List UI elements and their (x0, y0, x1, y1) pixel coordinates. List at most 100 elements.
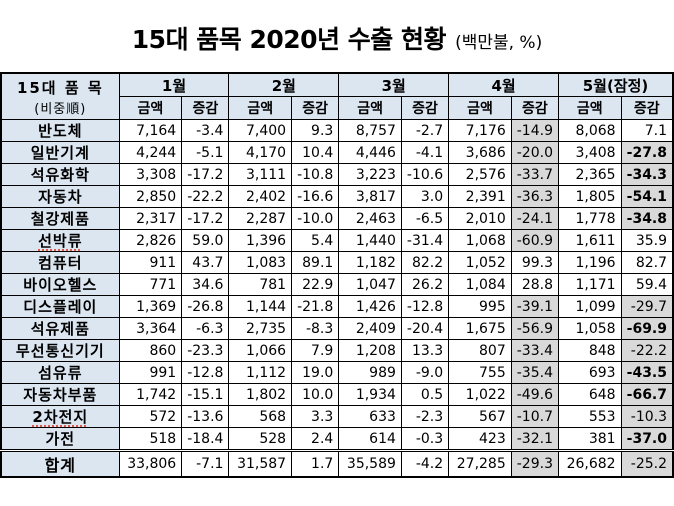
corner-header-line1: 15대 품 목 (16, 78, 104, 97)
amount-cell: 1,802 (228, 383, 293, 406)
change-cell: 10.4 (291, 141, 340, 164)
change-cell: -66.7 (620, 383, 674, 406)
amount-cell: 1,047 (338, 273, 402, 296)
table-row: 반도체 7,164 -3.4 7,400 9.3 8,757 -2.7 7,176 -14.9 8… (0, 119, 674, 142)
amount-cell: 8,068 (557, 119, 622, 142)
amount-cell: 2,409 (338, 317, 402, 340)
change-cell: -3.4 (181, 119, 230, 142)
amount-cell: 2,365 (557, 163, 622, 186)
amount-cell: 989 (338, 361, 402, 384)
amount-cell: 995 (448, 295, 512, 318)
change-header: 증감 (620, 96, 674, 120)
amount-cell: 8,757 (338, 119, 402, 142)
amount-header: 금액 (118, 96, 183, 120)
change-cell: -10.7 (510, 405, 559, 428)
change-cell: 82.7 (620, 251, 674, 274)
change-cell: -20.0 (510, 141, 559, 164)
amount-cell: 31,587 (228, 449, 293, 478)
table-row: 석유제품 3,364 -6.3 2,735 -8.3 2,409 -20.4 1,675 -56… (0, 317, 674, 340)
change-cell: -12.8 (400, 295, 450, 318)
amount-cell: 1,805 (557, 185, 622, 208)
table-row: 선박류 2,826 59.0 1,396 5.4 1,440 -31.4 1,068 -60.9… (0, 229, 674, 252)
amount-cell: 1,742 (118, 383, 183, 406)
amount-cell: 4,446 (338, 141, 402, 164)
change-cell: 34.6 (181, 273, 230, 296)
table-body: 반도체 7,164 -3.4 7,400 9.3 8,757 -2.7 7,176 -14.9 8… (0, 119, 674, 478)
amount-cell: 1,196 (557, 251, 622, 274)
item-label: 섬유류 (0, 361, 120, 384)
change-header: 증감 (181, 96, 230, 120)
change-cell: -39.1 (510, 295, 559, 318)
table-row: 무선통신기기 860 -23.3 1,066 7.9 1,208 13.3 807 -33.4 8… (0, 339, 674, 362)
change-cell: -34.3 (620, 163, 674, 186)
amount-cell: 911 (118, 251, 183, 274)
amount-cell: 2,826 (118, 229, 183, 252)
table-row: 컴퓨터 911 43.7 1,083 89.1 1,182 82.2 1,052 99.3 1,1… (0, 251, 674, 274)
amount-cell: 33,806 (118, 449, 183, 478)
amount-cell: 1,144 (228, 295, 293, 318)
item-label: 반도체 (0, 119, 120, 142)
month-header-row: 15대 품 목 (비중順) 1월 2월 3월 4월 5월(잠정) (0, 72, 674, 120)
change-cell: -6.3 (181, 317, 230, 340)
change-cell: 3.0 (400, 185, 450, 208)
amount-header: 금액 (228, 96, 293, 120)
title-unit: (백만불, %) (455, 33, 543, 53)
change-cell: 7.1 (620, 119, 674, 142)
table-row: 철강제품 2,317 -17.2 2,287 -10.0 2,463 -6.5 2,010 -2… (0, 207, 674, 230)
item-label: 디스플레이 (0, 295, 120, 318)
change-cell: -4.1 (400, 141, 450, 164)
change-cell: -54.1 (620, 185, 674, 208)
change-cell: -15.1 (181, 383, 230, 406)
change-cell: 59.4 (620, 273, 674, 296)
export-table: 15대 품 목 (비중順) 1월 2월 3월 4월 5월(잠정) 금액 증감 금… (0, 72, 674, 478)
item-label: 석유제품 (0, 317, 120, 340)
item-label: 바이오헬스 (0, 273, 120, 296)
amount-cell: 4,170 (228, 141, 293, 164)
amount-cell: 1,083 (228, 251, 293, 274)
change-cell: -37.0 (620, 427, 674, 451)
change-cell: -26.8 (181, 295, 230, 318)
change-cell: 19.0 (291, 361, 340, 384)
amount-header: 금액 (557, 96, 622, 120)
change-cell: -12.8 (181, 361, 230, 384)
month-header-jan: 1월 (118, 72, 230, 97)
change-cell: -69.9 (620, 317, 674, 340)
change-cell: -6.5 (400, 207, 450, 230)
change-cell: -16.6 (291, 185, 340, 208)
change-cell: -4.2 (400, 449, 450, 478)
change-cell: -29.3 (510, 449, 559, 478)
table-row: 자동차 2,850 -22.2 2,402 -16.6 3,817 3.0 2,391 -36.… (0, 185, 674, 208)
change-cell: -33.7 (510, 163, 559, 186)
item-label: 자동차 (0, 185, 120, 208)
amount-cell: 2,850 (118, 185, 183, 208)
amount-cell: 1,112 (228, 361, 293, 384)
amount-cell: 1,099 (557, 295, 622, 318)
change-cell: 99.3 (510, 251, 559, 274)
amount-cell: 3,408 (557, 141, 622, 164)
amount-cell: 1,182 (338, 251, 402, 274)
amount-cell: 848 (557, 339, 622, 362)
item-label: 합계 (0, 449, 120, 478)
corner-header-line2: (비중順) (34, 101, 87, 117)
change-cell: 5.4 (291, 229, 340, 252)
item-label: 2차전지 (0, 405, 120, 428)
amount-cell: 2,735 (228, 317, 293, 340)
amount-cell: 572 (118, 405, 183, 428)
amount-cell: 2,287 (228, 207, 293, 230)
table-row: 가전 518 -18.4 528 2.4 614 -0.3 423 -32.1 381 -37.0 (0, 427, 674, 451)
item-label: 철강제품 (0, 207, 120, 230)
change-cell: -8.3 (291, 317, 340, 340)
change-cell: -32.1 (510, 427, 559, 451)
amount-cell: 528 (228, 427, 293, 451)
amount-cell: 1,369 (118, 295, 183, 318)
item-label: 자동차부품 (0, 383, 120, 406)
amount-cell: 3,364 (118, 317, 183, 340)
amount-cell: 771 (118, 273, 183, 296)
item-label: 컴퓨터 (0, 251, 120, 274)
change-header: 증감 (510, 96, 559, 120)
amount-cell: 633 (338, 405, 402, 428)
amount-cell: 1,396 (228, 229, 293, 252)
change-cell: 26.2 (400, 273, 450, 296)
item-label: 무선통신기기 (0, 339, 120, 362)
change-cell: -2.3 (400, 405, 450, 428)
